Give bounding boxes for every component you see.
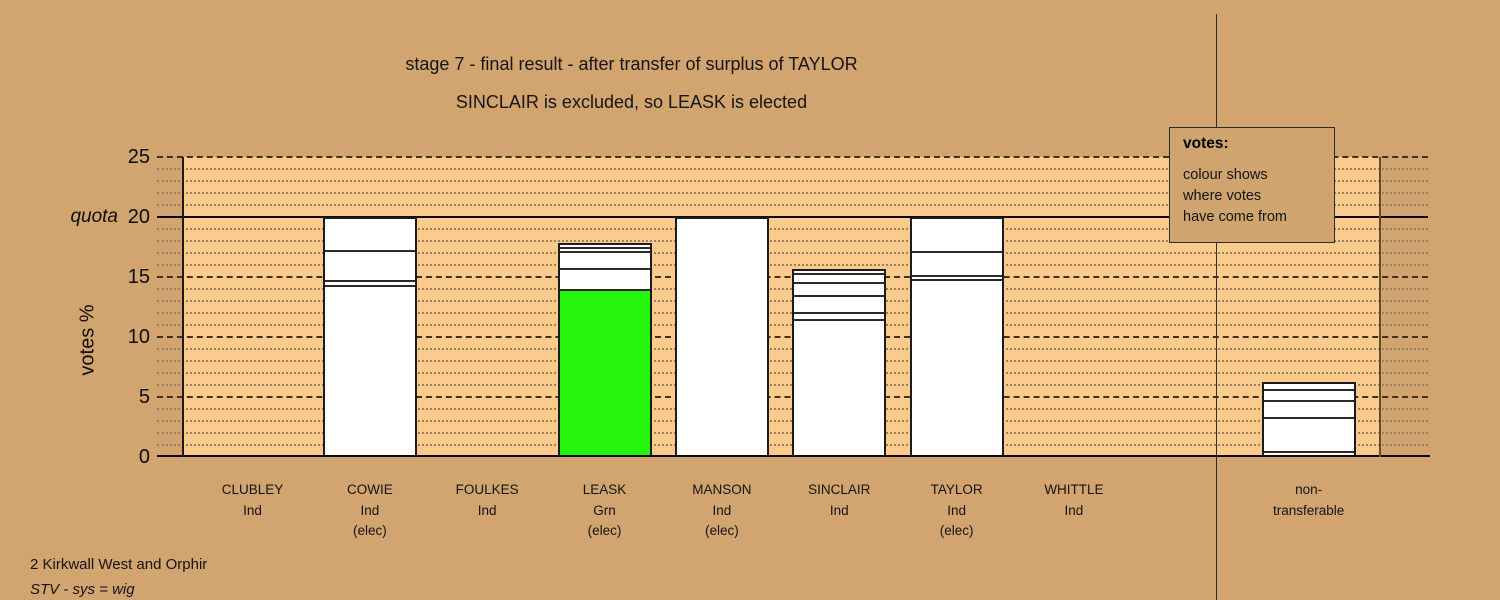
- x-label-leask: LEASK Grn (elec): [535, 480, 675, 542]
- x-label-line: TAYLOR: [930, 482, 983, 497]
- bar-non-transferable: [1261, 382, 1356, 457]
- x-label-sinclair: SINCLAIR Ind: [769, 480, 909, 521]
- legend-line: colour shows: [1183, 167, 1268, 183]
- y-tick-5: 5: [138, 386, 150, 408]
- plot-left-border: [182, 157, 184, 457]
- x-label-line: Grn: [593, 502, 616, 518]
- segment-boundary: [324, 249, 415, 252]
- y-tick-0: 0: [138, 446, 150, 468]
- system-caption: STV - sys = wig: [30, 581, 135, 598]
- x-label-clubley: CLUBLEY Ind: [183, 480, 323, 521]
- ward-caption: 2 Kirkwall West and Orphir: [30, 556, 208, 573]
- x-label-line: non-: [1295, 482, 1323, 497]
- segment-boundary: [1263, 451, 1354, 454]
- plot-right-border: [1379, 157, 1381, 457]
- segment-boundary: [1263, 417, 1354, 420]
- gridline-23: [157, 180, 1428, 182]
- legend-line: have come from: [1183, 209, 1287, 225]
- bar-cowie: [322, 217, 417, 457]
- gridline-17: [157, 252, 1428, 254]
- x-label-line: CLUBLEY: [221, 482, 284, 497]
- y-tick-10: 10: [127, 326, 150, 348]
- x-label-non-transferable: non-transferable: [1239, 480, 1379, 521]
- bar-taylor: [909, 217, 1004, 457]
- gridline-24: [157, 168, 1428, 170]
- x-label-line: Ind: [829, 502, 849, 518]
- x-label-whittle: WHITTLE Ind: [1004, 480, 1144, 521]
- segment-boundary: [324, 284, 415, 287]
- x-label-line: Ind: [1064, 502, 1084, 518]
- x-label-line: FOULKES: [455, 482, 519, 497]
- x-label-taylor: TAYLOR Ind (elec): [887, 480, 1027, 542]
- x-label-line: MANSON: [692, 482, 752, 497]
- chart-subtitle: SINCLAIR is excluded, so LEASK is electe…: [455, 92, 808, 112]
- segment-boundary: [559, 246, 650, 249]
- legend-text: colour shows where votes have come from: [1183, 165, 1334, 228]
- segment-boundary: [324, 279, 415, 282]
- x-label-line: Ind: [360, 502, 380, 518]
- segment-boundary: [559, 289, 650, 292]
- gridline-25: [157, 156, 1428, 158]
- segment-boundary: [1263, 389, 1354, 391]
- y-axis-label: votes %: [76, 304, 99, 376]
- x-label-line: Ind: [243, 502, 262, 518]
- x-label-cowie: COWIE Ind (elec): [300, 480, 440, 542]
- gridline-20: [157, 216, 1428, 218]
- gridline-21: [157, 204, 1428, 206]
- segment-boundary: [794, 295, 885, 298]
- legend-title: votes:: [1183, 135, 1229, 152]
- x-label-line: Ind: [477, 502, 497, 518]
- x-label-line: LEASK: [582, 482, 627, 497]
- x-label-line: Ind: [947, 502, 966, 518]
- bar-sinclair: [792, 268, 887, 457]
- legend-box: votes: colour shows where votes have come …: [1169, 127, 1335, 243]
- x-label-line: COWIE: [346, 482, 393, 497]
- gridline-16: [157, 264, 1428, 266]
- x-label-line: WHITTLE: [1044, 482, 1104, 497]
- y-tick-15: 15: [127, 266, 150, 288]
- segment-boundary: [559, 267, 650, 270]
- y-tick-25: 25: [127, 146, 150, 168]
- segment-boundary: [911, 278, 1002, 281]
- x-label-foulkes: FOULKES Ind: [417, 480, 557, 521]
- segment-boundary: [794, 282, 885, 285]
- x-axis-line: [157, 455, 1430, 457]
- bar-leask: [557, 243, 652, 457]
- x-label-line: transferable: [1272, 502, 1345, 518]
- segment-boundary: [1263, 399, 1354, 402]
- gridline-18: [157, 240, 1428, 242]
- quota-label: quota: [70, 206, 118, 227]
- segment-boundary: [911, 275, 1002, 277]
- segment-boundary: [794, 319, 885, 322]
- x-label-line: (elec): [705, 523, 739, 538]
- segment-boundary: [911, 251, 1002, 253]
- bar-segment-fill: [559, 289, 650, 455]
- page-divider-line: [1216, 14, 1217, 600]
- segment-boundary: [794, 312, 885, 315]
- y-tick-20: 20: [127, 206, 150, 228]
- segment-boundary: [559, 250, 650, 253]
- segment-boundary: [794, 273, 885, 276]
- gridline-22: [157, 192, 1428, 194]
- bar-manson: [674, 217, 769, 457]
- x-label-line: (elec): [352, 523, 387, 538]
- x-label-line: SINCLAIR: [808, 482, 871, 497]
- x-label-line: (elec): [939, 523, 974, 538]
- x-label-line: Ind: [712, 502, 732, 518]
- chart-title: stage 7 - final result - after transfer …: [405, 54, 858, 74]
- x-label-manson: MANSON Ind (elec): [652, 480, 792, 542]
- gridline-19: [157, 228, 1428, 230]
- legend-line: where votes: [1183, 188, 1262, 204]
- x-label-line: (elec): [587, 523, 622, 538]
